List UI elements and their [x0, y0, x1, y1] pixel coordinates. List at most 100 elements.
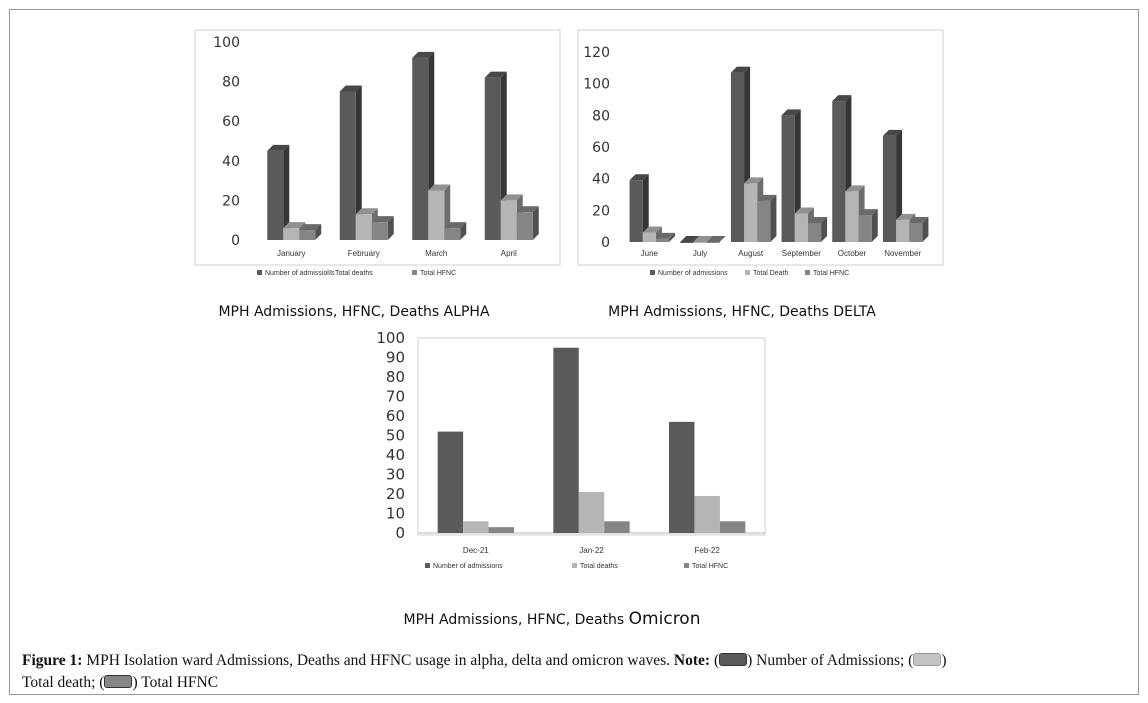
y-tick-label: 70 [386, 388, 405, 406]
omicron-title-suffix: Omicron [628, 609, 701, 629]
bar-side [315, 224, 322, 240]
bar-total-hfnc [371, 222, 388, 240]
bar-top [882, 129, 903, 136]
y-tick-label: 40 [386, 446, 405, 464]
bar-top [516, 206, 539, 213]
bar-top [858, 209, 878, 216]
bar-top [781, 109, 801, 116]
bar-top [299, 224, 322, 231]
bar-side [871, 209, 878, 242]
bar-number-of-admissions [267, 150, 284, 240]
bar-side [642, 174, 649, 242]
x-tick-label: January [277, 249, 305, 258]
y-tick-label: 20 [592, 203, 610, 219]
caption-key-hfnc: Total HFNC [137, 674, 219, 691]
bar-number-of-admissions [882, 135, 897, 242]
bar-side [669, 232, 676, 242]
bar-top [680, 236, 700, 242]
y-tick-label: 90 [386, 349, 405, 367]
bar-top [845, 185, 865, 192]
bar-top [757, 194, 777, 201]
bar-number-of-admissions [730, 72, 745, 242]
bar-side [532, 206, 539, 240]
bar-number-of-admissions [339, 91, 356, 240]
bar-total-hfnc [807, 223, 822, 242]
bar-total-death [693, 242, 707, 243]
legend-label: Number of admissions [658, 270, 728, 277]
y-tick-label: 80 [386, 368, 405, 386]
legend-swatch [327, 270, 332, 275]
bar-top [267, 144, 290, 151]
chart-delta: 0 20 40 60 80 100 120 June July August September Oc… [577, 29, 944, 277]
bar-side [460, 222, 467, 240]
bar-total-deaths [428, 190, 445, 240]
legend-label: Total HFNC [420, 270, 456, 277]
bar-total-hfnc [516, 212, 533, 240]
legend-label: Total deaths [335, 270, 373, 277]
y-tick-label: 40 [222, 154, 240, 170]
x-tick-label: Dec-21 [463, 546, 489, 555]
chart-alpha: 0 20 40 60 80 100 January February March April Num… [194, 29, 561, 277]
bar-top [794, 207, 814, 214]
figure-caption: Figure 1: MPH Isolation ward Admissions,… [22, 652, 947, 691]
bar-total-hfnc [444, 228, 461, 240]
bar-total-death [794, 213, 808, 242]
y-tick-label: 0 [231, 233, 240, 249]
legend-swatch [412, 270, 417, 275]
bar-top [655, 232, 676, 239]
x-tick-label: September [782, 249, 821, 258]
bar-top [484, 71, 507, 78]
bar-total-death [642, 232, 656, 242]
x-tick-label: April [501, 249, 517, 258]
legend-swatch [425, 563, 430, 568]
legend-swatch [805, 270, 810, 275]
bar-total-death [845, 191, 859, 242]
x-tick-label: June [641, 249, 659, 258]
bar-side [794, 109, 801, 242]
bar-number-of-admissions [668, 421, 695, 533]
bar-total-hfnc [909, 223, 923, 242]
legend-swatch [257, 270, 262, 275]
bar-number-of-admissions [629, 180, 643, 242]
y-tick-label: 10 [386, 505, 405, 523]
y-tick-label: 100 [213, 35, 240, 51]
bar-top [896, 213, 916, 220]
legend-label: Total deaths [580, 563, 618, 570]
x-tick-label: October [838, 249, 867, 258]
x-tick-label: August [738, 249, 764, 258]
bar-top [730, 66, 751, 73]
bar-total-deaths [463, 521, 489, 533]
key-swatch-hfnc [104, 675, 133, 688]
key-swatch-deaths [913, 653, 942, 666]
omicron-title-main: MPH Admissions, HFNC, Deaths [403, 612, 625, 628]
legend-swatch [684, 563, 689, 568]
x-tick-label: March [425, 249, 447, 258]
bar-side [821, 217, 828, 242]
bar-total-hfnc [655, 238, 670, 242]
bar-side [922, 217, 929, 242]
y-tick-label: 50 [386, 427, 405, 445]
x-tick-label: February [348, 249, 380, 258]
bar-top [371, 216, 394, 223]
legend-swatch [650, 270, 655, 275]
chart-omicron-title: MPH Admissions, HFNC, Deaths Omicron [404, 609, 701, 629]
caption-note-label: Note: [673, 652, 711, 669]
x-tick-label: Feb-22 [694, 546, 720, 555]
bar-number-of-admissions [553, 347, 579, 533]
bar-total-hfnc [757, 200, 771, 242]
bar-side [896, 129, 903, 242]
bar-top [909, 217, 929, 223]
legend-swatch [745, 270, 750, 275]
bar-top [283, 222, 306, 229]
bar-number-of-admissions [437, 431, 464, 533]
caption-key-deaths: Total death; [22, 674, 100, 691]
y-tick-label: 100 [583, 77, 610, 93]
y-tick-label: 0 [395, 524, 405, 542]
y-tick-label: 40 [592, 172, 610, 188]
bar-side [387, 216, 394, 240]
y-tick-label: 0 [601, 235, 610, 251]
caption-label: Figure 1: [22, 652, 83, 669]
bar-total-death [744, 183, 758, 242]
key-swatch-admissions [719, 653, 748, 666]
